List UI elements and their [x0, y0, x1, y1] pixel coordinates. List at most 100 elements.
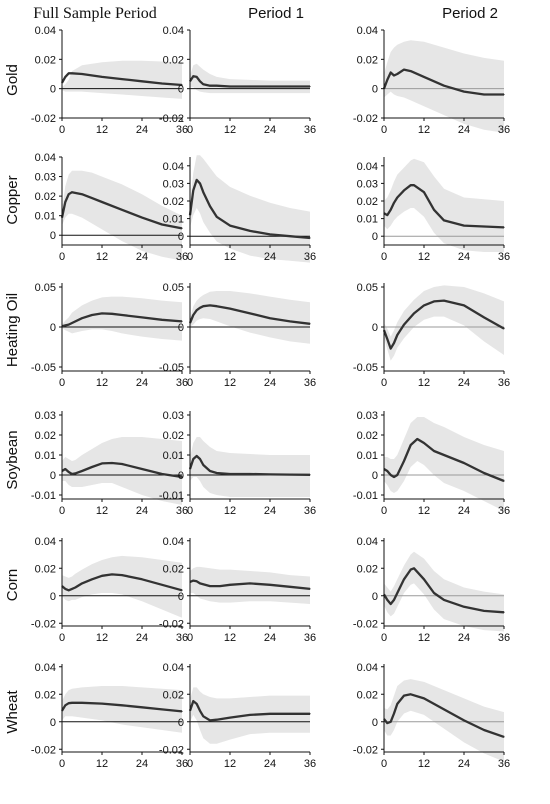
column-header-period-1: Period 1 — [248, 5, 304, 22]
y-tick-label-copper-period-2-2: 0.02 — [357, 196, 378, 208]
x-tick-label-corn-period-2-2: 24 — [458, 632, 470, 644]
response-point-copper-period-2-13 — [503, 226, 505, 228]
response-point-copper-full-sample-period-3 — [71, 191, 73, 193]
confidence-band-corn-period-2 — [384, 551, 504, 632]
response-point-corn-full-sample-period-9 — [121, 574, 123, 576]
y-tick-label-heating-oil-full-sample-period-1: 0 — [50, 322, 56, 334]
confidence-band-copper-period-2 — [384, 158, 504, 252]
response-point-corn-period-2-7 — [413, 567, 415, 569]
response-point-wheat-full-sample-period-3 — [71, 702, 73, 704]
x-tick-label-soybean-full-sample-period-1: 12 — [96, 505, 108, 517]
response-point-heating-oil-period-2-6 — [413, 312, 415, 314]
confidence-band-copper-full-sample-period — [62, 170, 182, 261]
response-point-soybean-period-2-7 — [416, 438, 418, 440]
response-point-soybean-period-1-11 — [309, 474, 311, 476]
response-point-corn-full-sample-period-5 — [81, 582, 83, 584]
response-point-soybean-period-1-8 — [249, 473, 251, 475]
response-point-corn-full-sample-period-11 — [161, 584, 163, 586]
response-point-heating-oil-full-sample-period-10 — [161, 319, 163, 321]
x-tick-label-heating-oil-period-2-1: 12 — [418, 377, 430, 389]
row-label-soybean: Soybean — [4, 430, 21, 489]
x-tick-label-heating-oil-full-sample-period-3: 36 — [176, 377, 188, 389]
x-tick-label-wheat-full-sample-period-3: 36 — [176, 758, 188, 770]
response-point-copper-period-2-2 — [390, 209, 392, 211]
response-point-soybean-period-1-6 — [216, 472, 218, 474]
y-tick-label-corn-period-1-0: -0.02 — [159, 618, 184, 630]
x-tick-label-copper-full-sample-period-0: 0 — [59, 251, 65, 263]
response-point-gold-period-1-9 — [269, 85, 271, 88]
x-tick-label-copper-full-sample-period-1: 12 — [96, 251, 108, 263]
y-tick-label-corn-full-sample-period-0: -0.02 — [31, 618, 56, 630]
panel-copper-period-2: 0 0.01 0.02 0.03 0.04 0 12 24 36 — [357, 157, 510, 263]
response-point-soybean-full-sample-period-7 — [101, 462, 103, 464]
response-point-soybean-period-1-3 — [199, 458, 201, 460]
x-tick-label-copper-full-sample-period-2: 24 — [136, 251, 148, 263]
x-tick-label-soybean-period-1-0: 0 — [187, 505, 193, 517]
row-label-copper: Copper — [4, 175, 21, 224]
y-tick-label-gold-period-1-3: 0.04 — [163, 25, 184, 37]
response-point-soybean-period-2-12 — [483, 472, 485, 474]
response-point-wheat-full-sample-period-7 — [141, 706, 143, 708]
response-point-gold-full-sample-period-7 — [141, 80, 143, 82]
response-point-heating-oil-period-1-10 — [289, 320, 291, 322]
response-point-copper-period-2-11 — [463, 225, 465, 227]
panel-copper-full-sample-period: 0 0.01 0.02 0.03 0.04 0 12 24 36 — [35, 152, 189, 263]
response-point-soybean-period-2-6 — [410, 444, 412, 446]
response-point-copper-full-sample-period-2 — [68, 193, 70, 195]
confidence-band-heating-oil-period-1 — [190, 291, 310, 344]
response-point-wheat-period-1-8 — [249, 714, 251, 716]
y-tick-label-wheat-period-1-1: 0 — [178, 717, 184, 729]
response-point-soybean-full-sample-period-2 — [68, 471, 70, 473]
response-point-corn-full-sample-period-7 — [101, 575, 103, 577]
x-tick-label-gold-full-sample-period-0: 0 — [59, 124, 65, 136]
x-tick-label-gold-period-2-3: 36 — [498, 124, 510, 136]
response-point-wheat-period-2-11 — [503, 736, 505, 738]
response-point-heating-oil-period-2-1 — [386, 338, 388, 340]
x-tick-label-heating-oil-full-sample-period-1: 12 — [96, 377, 108, 389]
response-point-gold-period-2-2 — [390, 71, 392, 74]
x-tick-label-copper-period-2-3: 36 — [498, 251, 510, 263]
response-point-heating-oil-period-1-4 — [202, 305, 204, 307]
x-tick-label-copper-period-1-0: 0 — [187, 251, 193, 263]
column-header-period-2: Period 2 — [442, 5, 498, 22]
response-point-soybean-period-2-11 — [463, 462, 465, 464]
response-point-corn-period-1-8 — [269, 584, 271, 586]
x-tick-label-corn-full-sample-period-1: 12 — [96, 632, 108, 644]
y-tick-label-copper-period-1-2: 0.02 — [163, 196, 184, 208]
y-tick-label-gold-full-sample-period-3: 0.04 — [35, 25, 56, 37]
y-tick-label-corn-full-sample-period-2: 0.02 — [35, 563, 56, 575]
x-tick-label-gold-full-sample-period-1: 12 — [96, 124, 108, 136]
response-point-soybean-period-2-4 — [396, 474, 398, 476]
response-point-wheat-period-2-10 — [483, 729, 485, 731]
response-point-copper-full-sample-period-5 — [91, 197, 93, 199]
y-tick-label-wheat-full-sample-period-2: 0.02 — [35, 689, 56, 701]
y-tick-label-soybean-full-sample-period-0: -0.01 — [31, 490, 56, 502]
response-point-gold-period-2-8 — [443, 85, 445, 87]
response-point-copper-period-2-10 — [443, 219, 445, 221]
response-point-copper-full-sample-period-1 — [64, 201, 66, 203]
response-point-wheat-period-2-2 — [390, 721, 392, 723]
response-point-heating-oil-full-sample-period-9 — [141, 316, 143, 318]
response-point-copper-period-1-4 — [202, 191, 204, 193]
impulse-response-line-wheat-full-sample-period — [61, 701, 183, 713]
response-point-copper-full-sample-period-7 — [121, 209, 123, 211]
response-point-corn-full-sample-period-2 — [68, 589, 70, 591]
response-point-corn-full-sample-period-4 — [74, 586, 76, 589]
y-tick-label-soybean-period-1-2: 0.01 — [163, 450, 184, 462]
response-point-soybean-full-sample-period-5 — [81, 470, 83, 472]
x-tick-label-soybean-period-1-2: 24 — [264, 505, 276, 517]
y-tick-label-copper-full-sample-period-1: 0.01 — [35, 211, 56, 223]
response-point-corn-period-1-10 — [309, 588, 311, 590]
panel-copper-period-1: 0 0.01 0.02 0.03 0.04 0 12 24 36 — [163, 155, 316, 263]
x-tick-label-soybean-period-2-2: 24 — [458, 505, 470, 517]
y-tick-label-gold-period-2-1: 0 — [372, 84, 378, 96]
y-tick-label-copper-full-sample-period-2: 0.02 — [35, 191, 56, 203]
response-point-corn-period-1-9 — [289, 586, 291, 588]
response-point-wheat-full-sample-period-1 — [64, 704, 66, 706]
response-point-wheat-period-2-4 — [396, 703, 398, 705]
response-point-soybean-period-2-3 — [393, 476, 395, 478]
response-point-copper-period-2-1 — [386, 214, 388, 216]
